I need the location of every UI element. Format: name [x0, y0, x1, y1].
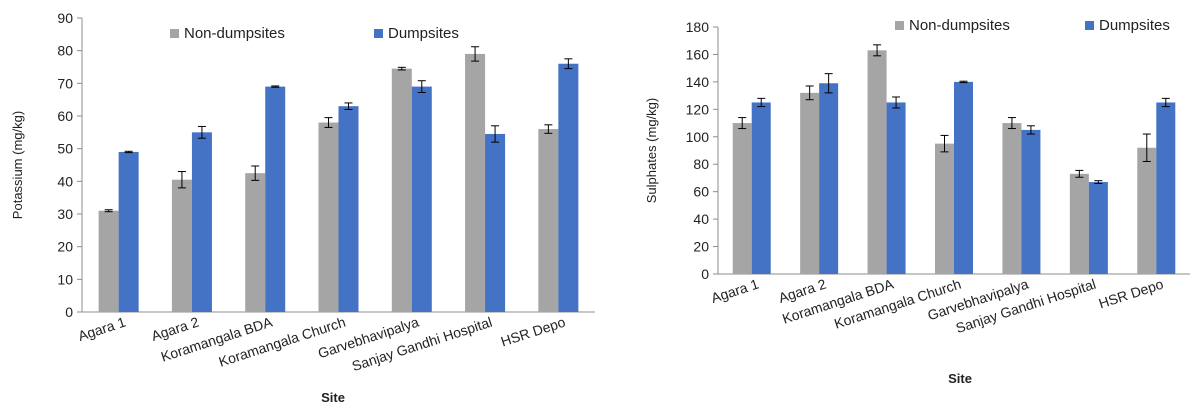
legend-swatch-dumpsites	[1085, 21, 1094, 30]
y-tick-label: 90	[57, 10, 73, 26]
bar-non-dumpsites	[245, 173, 266, 312]
bar-non-dumpsites	[732, 123, 752, 274]
legend-swatch-dumpsites	[374, 29, 383, 38]
bar-dumpsites	[558, 63, 579, 312]
bar-non-dumpsites	[1002, 123, 1022, 274]
bar-dumpsites	[485, 133, 506, 312]
y-tick-label: 20	[57, 239, 73, 255]
y-tick-label: 60	[693, 184, 709, 200]
legend-swatch-non-dumpsites	[170, 29, 179, 38]
y-tick-label: 160	[686, 46, 710, 62]
bar-non-dumpsites	[867, 50, 887, 275]
y-tick-label: 0	[701, 266, 709, 282]
y-tick-label: 140	[686, 74, 710, 90]
bar-non-dumpsites	[171, 179, 192, 312]
bar-dumpsites	[954, 81, 973, 274]
bar-non-dumpsites	[538, 129, 559, 312]
y-tick-label: 100	[686, 129, 710, 145]
y-tick-label: 50	[57, 141, 73, 157]
x-axis-title: Site	[321, 390, 345, 405]
bar-dumpsites	[1021, 129, 1041, 274]
y-tick-label: 0	[65, 304, 73, 320]
bar-dumpsites	[1088, 182, 1108, 274]
bar-non-dumpsites	[935, 143, 954, 274]
bar-dumpsites	[338, 106, 359, 312]
bar-dumpsites	[751, 102, 771, 274]
bar-dumpsites	[819, 83, 839, 274]
y-tick-label: 80	[693, 156, 709, 172]
bar-dumpsites	[886, 102, 906, 274]
legend-label-non-dumpsites: Non-dumpsites	[184, 25, 285, 42]
bar-non-dumpsites	[1069, 173, 1089, 274]
y-tick-label: 10	[57, 271, 73, 287]
legend-label-dumpsites: Dumpsites	[388, 25, 459, 42]
y-tick-label: 80	[57, 43, 73, 59]
bar-non-dumpsites	[391, 68, 412, 312]
bar-dumpsites	[118, 151, 139, 312]
bar-non-dumpsites	[98, 210, 119, 312]
bar-non-dumpsites	[318, 122, 339, 313]
y-tick-label: 40	[693, 211, 709, 227]
y-tick-label: 20	[693, 239, 709, 255]
y-tick-label: 70	[57, 75, 73, 91]
y-axis-title: Sulphates (mg/kg)	[644, 98, 659, 204]
x-tick-label: HSR Depo	[499, 314, 568, 350]
y-axis-title: Potassium (mg/kg)	[10, 111, 25, 219]
y-tick-label: 180	[686, 19, 710, 35]
y-tick-label: 30	[57, 206, 73, 222]
bar-non-dumpsites	[1137, 147, 1157, 274]
legend-swatch-non-dumpsites	[895, 21, 904, 30]
bar-non-dumpsites	[800, 92, 820, 274]
y-tick-label: 40	[57, 173, 73, 189]
legend-label-non-dumpsites: Non-dumpsites	[909, 17, 1010, 34]
legend-label-dumpsites: Dumpsites	[1099, 17, 1170, 34]
y-tick-label: 120	[686, 101, 710, 117]
bar-non-dumpsites	[465, 53, 486, 312]
x-tick-label: Agara 1	[76, 314, 128, 344]
x-tick-label: Agara 1	[709, 276, 761, 306]
bar-dumpsites	[411, 86, 432, 312]
bar-dumpsites	[265, 86, 286, 312]
y-tick-label: 60	[57, 108, 73, 124]
x-tick-label: HSR Depo	[1097, 276, 1166, 312]
bar-dumpsites	[191, 132, 212, 312]
x-axis-title: Site	[948, 371, 972, 386]
bar-dumpsites	[1156, 102, 1176, 274]
